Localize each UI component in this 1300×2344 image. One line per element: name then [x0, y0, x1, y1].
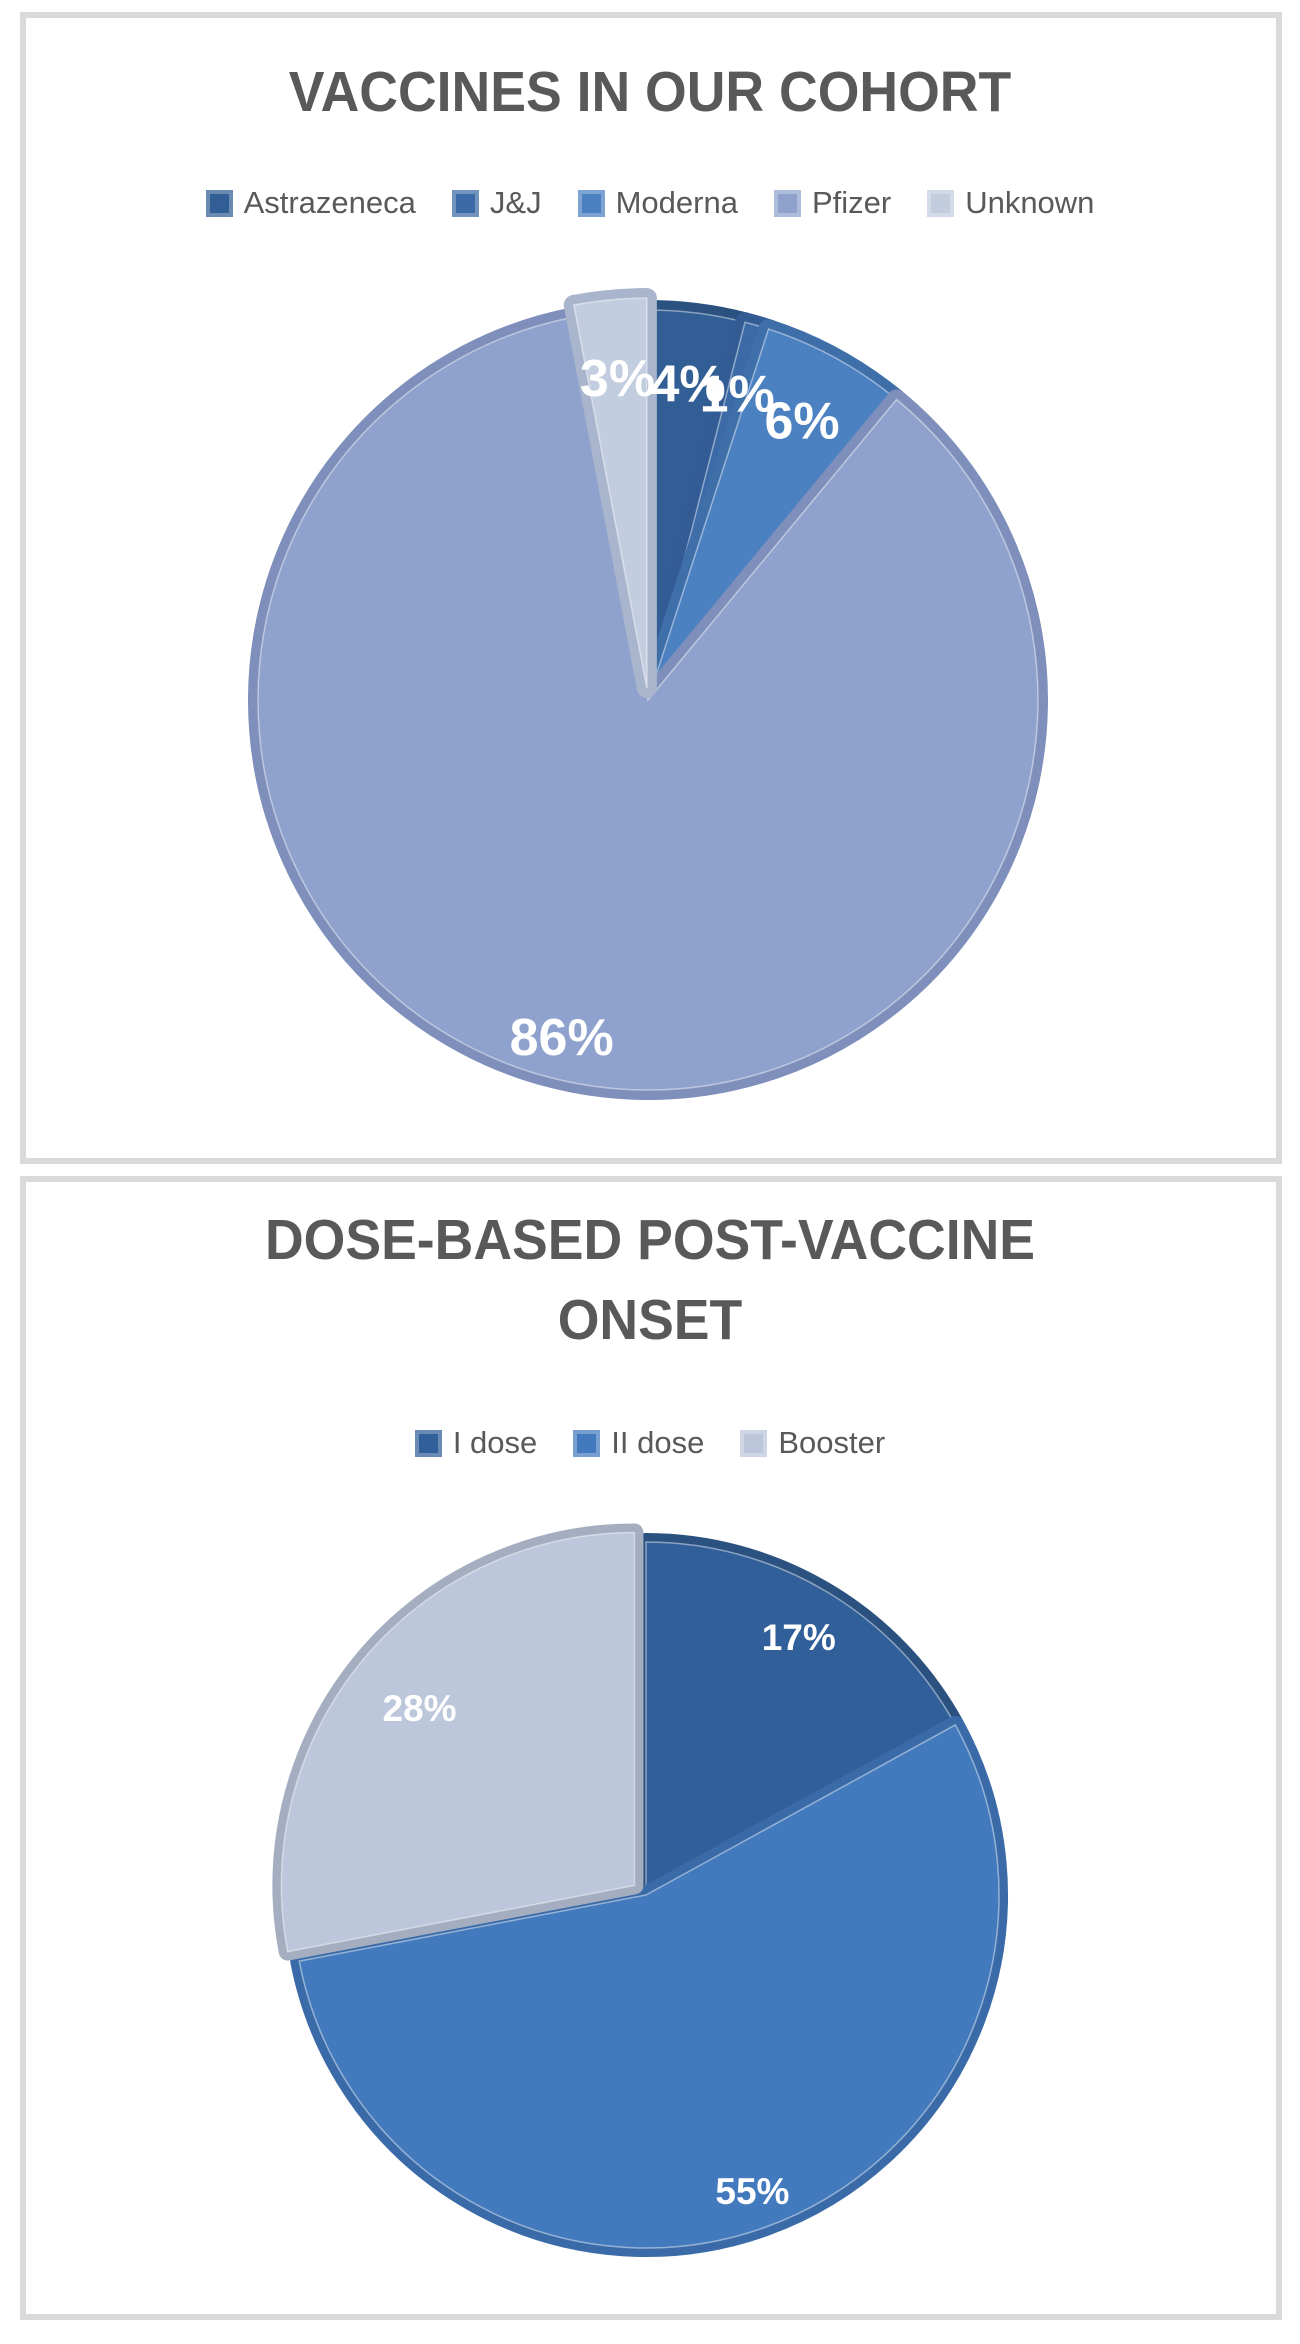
legend-swatch-icon [740, 1429, 768, 1457]
legend-swatch-icon [205, 189, 233, 217]
legend-item-i-dose: I dose [414, 1425, 538, 1460]
legend-item-ii-dose: II dose [573, 1426, 704, 1460]
pie-slice-booster [280, 1531, 636, 1953]
legend-item-unknown: Unknown [927, 186, 1094, 220]
pie-slice-i-dose-label: 17% [762, 1617, 836, 1658]
pie-slice-booster-label: 28% [383, 1688, 457, 1729]
pie-slice-ii-dose [298, 1723, 1000, 2249]
pie-slice-ii-dose-label: 55% [715, 2171, 789, 2212]
legend-swatch-icon [927, 189, 955, 217]
legend-item-astrazeneca: Astrazeneca [205, 185, 416, 220]
pie-slice-moderna-label: 6% [764, 392, 839, 450]
legend-swatch-icon [577, 189, 605, 217]
legend-doses: I dose II dose Booster [0, 1426, 1300, 1460]
legend-label: Astrazeneca [243, 185, 416, 220]
pie-slice-j-j-label: 1% [700, 366, 775, 424]
chart-title-vaccines-text: VACCINES IN OUR COHORT [288, 60, 1012, 124]
legend-label: II dose [611, 1425, 705, 1460]
legend-label: Unknown [965, 185, 1095, 220]
legend-label: Pfizer [811, 185, 892, 220]
pie-slice-unknown-label: 3% [580, 350, 655, 408]
legend-item-booster: Booster [740, 1426, 885, 1460]
legend-swatch-icon [451, 189, 479, 217]
legend-item-moderna: Moderna [577, 185, 738, 220]
legend-item-pfizer: Pfizer [773, 185, 892, 220]
legend-label: Moderna [615, 185, 738, 220]
pie-slice-i-dose [645, 1541, 957, 1897]
legend-item-j-j: J&J [451, 185, 542, 220]
chart-title-vaccines: VACCINES IN OUR COHORT [39, 52, 1261, 132]
pie-slice-pfizer [257, 316, 1039, 1091]
legend-vaccines: Astrazeneca J&J Moderna Pfizer Unknown [0, 186, 1300, 220]
legend-swatch-icon [414, 1429, 442, 1457]
legend-label: J&J [489, 185, 542, 220]
chart-title-doses: DOSE-BASED POST-VACCINE ONSET [39, 1200, 1261, 1360]
legend-label: Booster [778, 1425, 886, 1460]
pie-slice-pfizer-label: 86% [510, 1009, 614, 1067]
chart-title-doses-text: DOSE-BASED POST-VACCINE ONSET [264, 1208, 1036, 1352]
pie-slice-astrazeneca-label: 4% [651, 355, 726, 413]
legend-swatch-icon [573, 1429, 601, 1457]
legend-swatch-icon [773, 189, 801, 217]
legend-label: I dose [452, 1425, 538, 1460]
pie-slice-unknown [572, 297, 648, 689]
